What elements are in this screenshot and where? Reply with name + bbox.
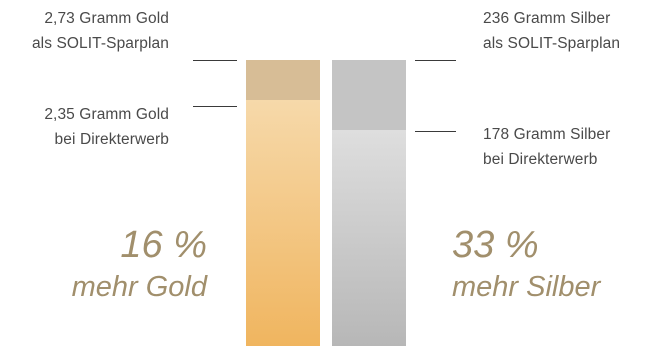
silver-sparplan-leader-line [415,60,456,61]
silver-bar [332,60,406,346]
gold-direkt-label: 2,35 Gramm Gold bei Direkterwerb [44,102,169,152]
gold-sparplan-label-line2: als SOLIT-Sparplan [31,35,169,52]
silver-direkt-label-line2: bei Direkterwerb [483,151,598,168]
silver-direkt-label: 178 Gramm Silber bei Direkterwerb [483,122,610,172]
silver-bar-direkt [332,130,406,346]
silver-sparplan-label-line2: als SOLIT-Sparplan [483,35,621,52]
silver-bar-sparplan-extra [332,60,406,130]
silver-percent-callout: 33 % mehr Silber [452,223,600,307]
gold-direkt-leader-line [193,106,237,107]
gold-direkt-label-line1: 2,35 Gramm Gold [44,106,169,123]
silver-sparplan-label: 236 Gramm Silber als SOLIT-Sparplan [483,6,620,56]
silver-direkt-label-line1: 178 Gramm Silber [483,126,611,143]
silver-percent-text: mehr Silber [452,271,601,303]
silver-percent-value: 33 % [452,224,539,266]
gold-percent-text: mehr Gold [71,271,207,303]
gold-sparplan-leader-line [193,60,237,61]
silver-direkt-leader-line [415,131,456,132]
gold-bar-sparplan-extra [246,60,320,100]
gold-percent-callout: 16 % mehr Gold [72,223,207,307]
gold-bar [246,60,320,346]
gold-sparplan-label-line1: 2,73 Gramm Gold [44,10,169,27]
gold-percent-value: 16 % [120,224,207,266]
gold-sparplan-label: 2,73 Gramm Gold als SOLIT-Sparplan [32,6,169,56]
gold-direkt-label-line2: bei Direkterwerb [54,131,169,148]
gold-bar-direkt [246,100,320,346]
silver-sparplan-label-line1: 236 Gramm Silber [483,10,611,27]
